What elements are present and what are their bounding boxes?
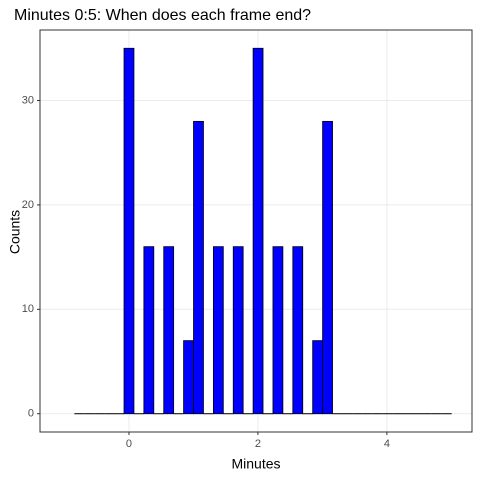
x-tick-label: 0 [126,438,132,450]
bar [123,47,135,415]
x-tick-label: 4 [384,438,390,450]
x-tick-label: 2 [255,438,261,450]
y-axis-label: Counts [7,210,23,254]
y-tick-label: 0 [28,408,34,420]
bar [193,120,204,415]
bar [212,246,224,415]
bar [292,246,304,415]
bar [252,47,264,415]
bar [232,246,244,415]
bar [143,246,155,415]
y-tick-label: 20 [22,199,34,211]
panel-border [39,29,473,433]
y-tick-label: 30 [22,94,34,106]
x-axis-label: Minutes [231,456,280,472]
bar [312,340,324,415]
bar [272,246,284,415]
y-tick-label: 10 [22,303,34,315]
bar [183,340,194,415]
bar [322,120,333,415]
chart-title: Minutes 0:5: When does each frame end? [14,7,311,24]
bar [163,246,175,415]
